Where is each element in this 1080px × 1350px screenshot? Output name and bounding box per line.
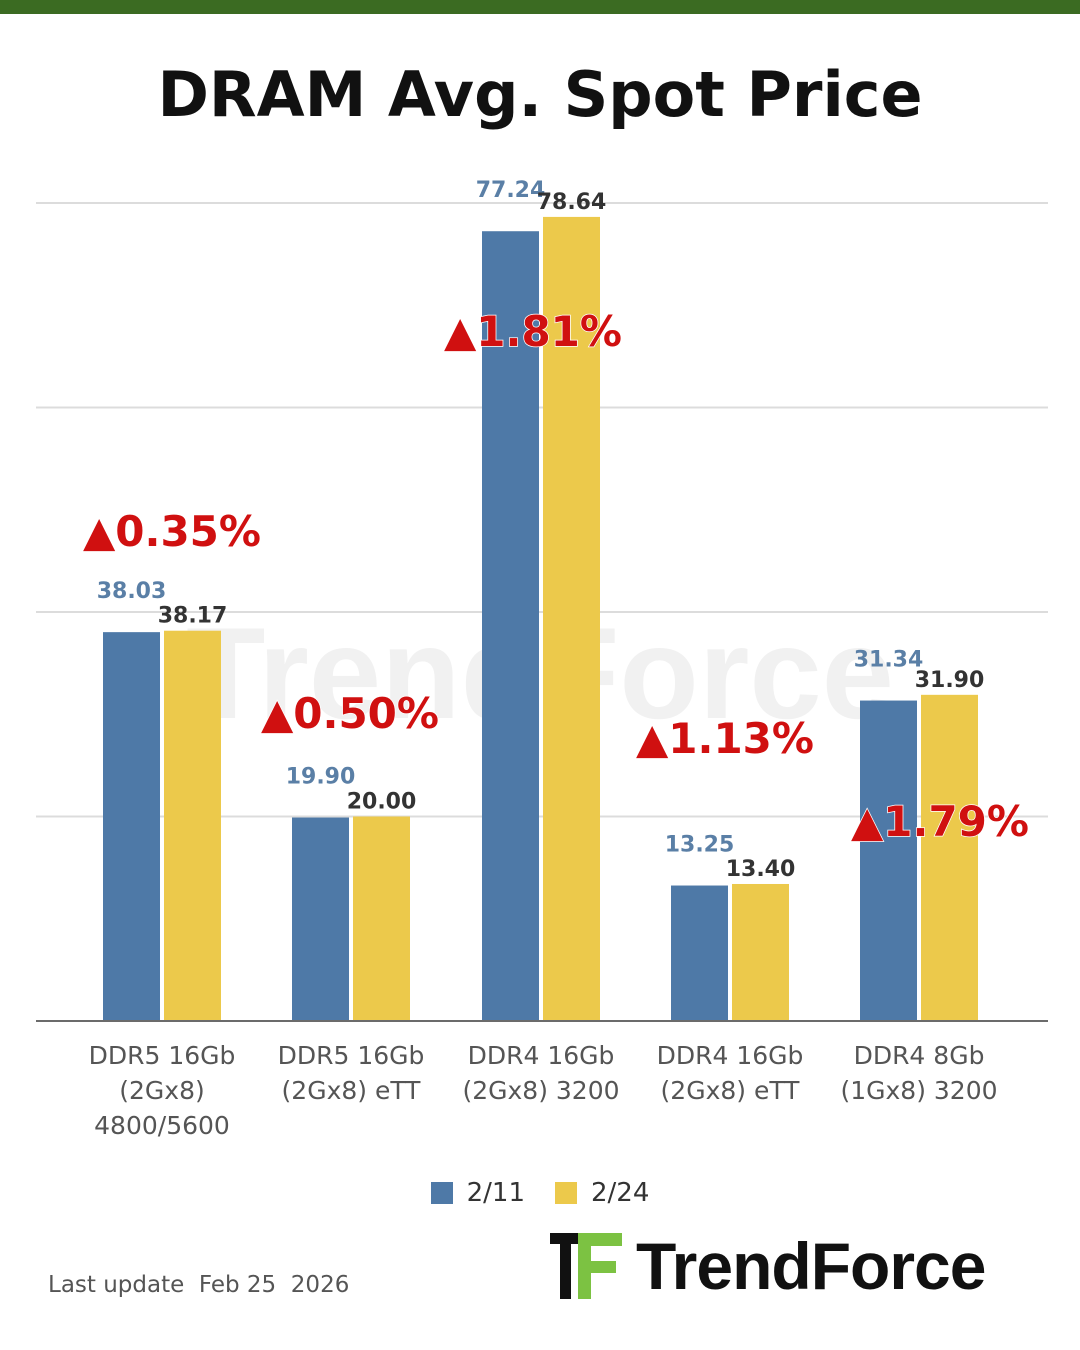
bar-series1-4 <box>671 885 728 1021</box>
bar-series2-3 <box>543 216 600 1021</box>
change-annotation-4: ▲1.13% <box>636 714 814 763</box>
x-tick-label-1-line-2: (2Gx8) <box>119 1076 205 1105</box>
legend-item-series-2: 2/24 <box>555 1178 649 1208</box>
x-tick-label-2-line-2: (2Gx8) eTT <box>282 1076 422 1105</box>
x-tick-label-5-line-2: (1Gx8) 3200 <box>840 1076 997 1105</box>
data-label-series2-1: 38.17 <box>158 604 228 629</box>
change-annotation-3: ▲1.81% <box>444 307 622 356</box>
top-accent-bar <box>0 0 1080 14</box>
x-tick-label-3-line-2: (2Gx8) 3200 <box>462 1076 619 1105</box>
legend-swatch-series-2 <box>555 1182 577 1204</box>
x-tick-label-2-line-1: DDR5 16Gb <box>278 1041 425 1070</box>
change-annotation-2: ▲0.50% <box>261 689 439 738</box>
change-annotation-5: ▲1.79% <box>851 797 1029 846</box>
x-tick-label-1-line-1: DDR5 16Gb <box>89 1041 236 1070</box>
last-update-note: Last update Feb 25 2026 <box>48 1272 350 1298</box>
data-label-series2-4: 13.40 <box>726 857 796 882</box>
data-label-series1-3: 77.24 <box>476 178 546 203</box>
change-annotation-1: ▲0.35% <box>83 507 261 556</box>
bar-series2-5 <box>921 694 978 1021</box>
trendforce-logo: TrendForce <box>548 1228 986 1304</box>
data-label-series1-5: 31.34 <box>854 648 924 673</box>
legend-label-series-2: 2/24 <box>591 1178 650 1208</box>
bar-series1-2 <box>292 817 349 1021</box>
data-label-series1-2: 19.90 <box>286 765 356 790</box>
bar-series2-1 <box>164 630 221 1021</box>
x-tick-label-1-line-3: 4800/5600 <box>94 1111 230 1140</box>
data-label-series2-2: 20.00 <box>347 790 417 815</box>
watermark: TrendForce <box>186 600 894 746</box>
data-label-series1-1: 38.03 <box>97 579 167 604</box>
chart-title: DRAM Avg. Spot Price <box>157 58 923 131</box>
bar-series1-1 <box>103 632 160 1021</box>
x-tick-label-4-line-2: (2Gx8) eTT <box>661 1076 801 1105</box>
bar-series2-2 <box>353 816 410 1021</box>
legend-label-series-1: 2/11 <box>466 1178 525 1208</box>
bar-series1-3 <box>482 231 539 1021</box>
legend-item-series-1: 2/11 <box>430 1178 525 1208</box>
bar-series1-5 <box>860 700 917 1021</box>
legend: 2/11 2/24 <box>0 1178 1080 1208</box>
legend-swatch-series-1 <box>430 1182 453 1204</box>
x-tick-label-3-line-1: DDR4 16Gb <box>468 1041 615 1070</box>
trendforce-logo-text: TrendForce <box>636 1229 986 1303</box>
trendforce-logo-icon <box>550 1233 622 1299</box>
x-tick-label-4-line-1: DDR4 16Gb <box>657 1041 804 1070</box>
data-label-series2-3: 78.64 <box>537 190 607 215</box>
x-tick-label-5-line-1: DDR4 8Gb <box>854 1041 985 1070</box>
bar-series2-4 <box>732 883 789 1021</box>
data-label-series2-5: 31.90 <box>915 668 985 693</box>
data-label-series1-4: 13.25 <box>665 833 735 858</box>
